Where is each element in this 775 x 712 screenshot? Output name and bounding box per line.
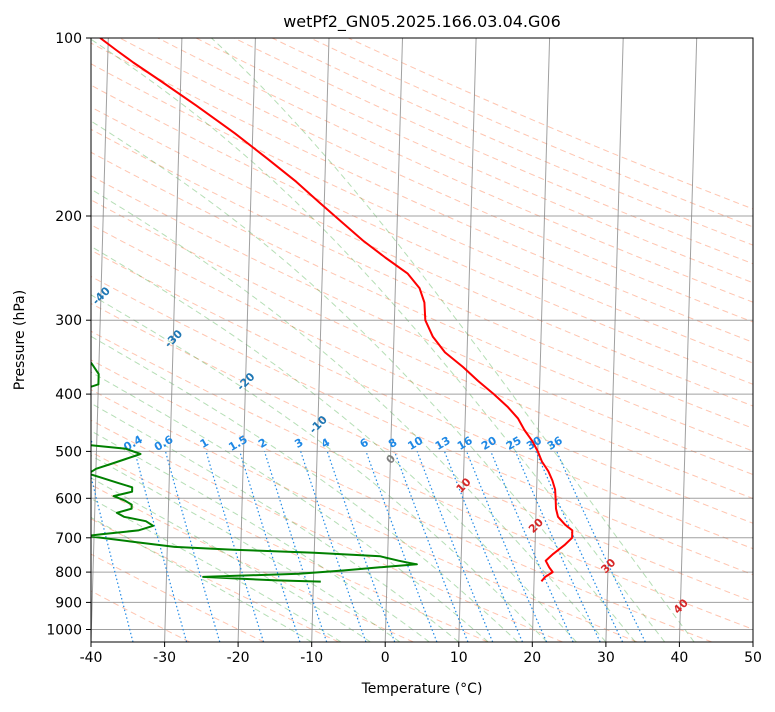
y-tick-label: 700: [55, 531, 82, 547]
x-tick-label: 30: [597, 650, 615, 666]
y-tick-label: 300: [55, 313, 82, 329]
x-tick-label: 0: [381, 650, 390, 666]
y-axis-label: Pressure (hPa): [12, 290, 28, 390]
x-tick-label: -30: [153, 650, 176, 666]
y-tick-label: 1000: [46, 623, 82, 639]
x-tick-label: 40: [670, 650, 688, 666]
y-tick-label: 600: [55, 491, 82, 507]
x-tick-label: 10: [450, 650, 468, 666]
x-tick-label: -10: [300, 650, 323, 666]
x-tick-label: 50: [744, 650, 762, 666]
y-tick-label: 400: [55, 387, 82, 403]
y-tick-label: 800: [55, 565, 82, 581]
y-tick-label: 200: [55, 209, 82, 225]
y-tick-label: 900: [55, 595, 82, 611]
x-tick-label: -20: [227, 650, 250, 666]
x-axis-label: Temperature (°C): [361, 681, 483, 697]
x-tick-label: 20: [523, 650, 541, 666]
y-tick-label: 100: [55, 31, 82, 47]
chart-title: wetPf2_GN05.2025.166.03.04.G06: [283, 12, 561, 32]
y-tick-label: 500: [55, 444, 82, 460]
x-tick-label: -40: [80, 650, 103, 666]
